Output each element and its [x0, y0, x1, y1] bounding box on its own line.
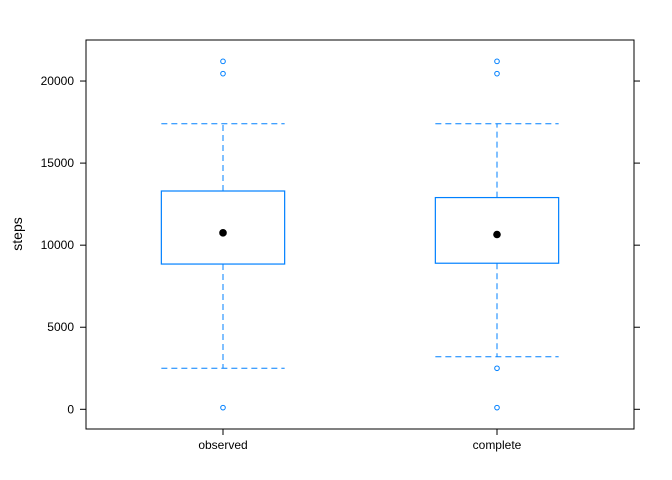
plot-frame	[85, 39, 635, 430]
outlier-point	[220, 404, 226, 411]
x-tick-label: observed	[198, 438, 247, 452]
outlier-point	[494, 70, 500, 77]
box-iqr	[160, 190, 286, 265]
outlier-point	[494, 58, 500, 65]
y-axis-right	[634, 80, 640, 410]
outlier-point	[494, 365, 500, 372]
box-observed	[160, 58, 286, 411]
y-tick-label: 20000	[41, 74, 75, 88]
box-iqr	[434, 196, 560, 264]
y-axis-left: 0 5000 10000 15000 20000	[41, 74, 86, 416]
y-tick-label: 0	[67, 402, 74, 416]
y-tick-label: 15000	[41, 156, 75, 170]
box-complete	[434, 58, 560, 411]
outlier-point	[220, 58, 226, 65]
boxes	[160, 58, 560, 411]
y-tick-label: 10000	[41, 238, 75, 252]
outlier-point	[494, 404, 500, 411]
y-tick-label: 5000	[47, 320, 74, 334]
y-axis-title: steps	[9, 217, 25, 250]
x-tick-label: complete	[473, 438, 522, 452]
median-dot	[219, 229, 227, 237]
outlier-point	[220, 70, 226, 77]
median-dot	[493, 230, 501, 239]
x-axis: observed complete	[198, 429, 522, 452]
